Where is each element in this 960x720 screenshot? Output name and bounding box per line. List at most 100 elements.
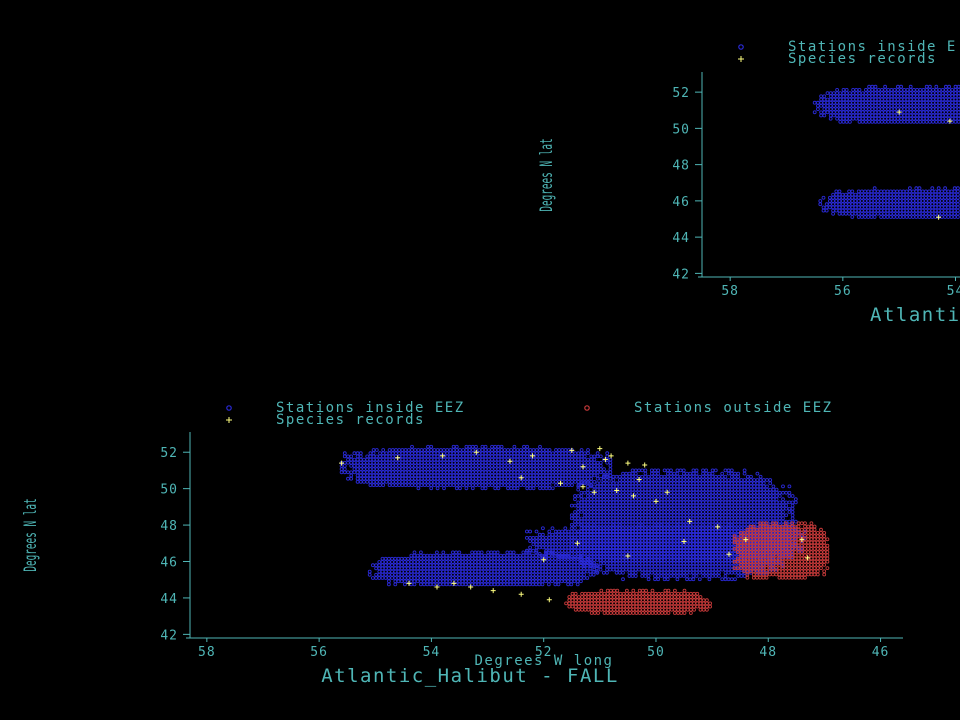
station-point <box>784 513 789 518</box>
station-point <box>483 486 488 491</box>
station-point <box>816 107 820 112</box>
station-point <box>777 494 782 498</box>
station-point <box>755 471 760 476</box>
station-point <box>579 579 583 584</box>
legend-marker-inside <box>738 44 744 50</box>
station-point <box>812 110 817 115</box>
station-point <box>386 582 391 587</box>
station-point <box>470 486 475 491</box>
station-point <box>694 574 699 578</box>
station-point <box>621 570 625 575</box>
station-point <box>793 519 798 524</box>
station-point <box>956 120 960 124</box>
chart-top-marks <box>812 84 960 220</box>
station-point <box>633 574 638 578</box>
station-point <box>393 582 398 587</box>
station-point <box>787 484 792 489</box>
station-point <box>541 526 545 531</box>
chart-top-title: Atlanti <box>870 304 960 326</box>
station-point <box>402 582 407 587</box>
station-point <box>850 215 855 219</box>
station-point <box>872 215 877 219</box>
station-point <box>547 582 551 587</box>
station-point <box>586 451 590 456</box>
station-point <box>570 483 574 487</box>
legend-label-inside: Stations inside E <box>788 39 957 55</box>
y-tick-label: 50 <box>672 122 690 137</box>
station-point <box>697 577 702 582</box>
station-point <box>540 582 545 587</box>
chart-top-ylabel: Degrees N lat <box>537 138 557 211</box>
chart-top-legend: Stations inside E Species records <box>738 39 957 67</box>
station-point <box>707 577 712 582</box>
station-point <box>416 486 421 491</box>
station-point <box>585 576 590 580</box>
station-point <box>575 582 580 587</box>
species-record-point <box>896 109 902 115</box>
species-record-point <box>947 118 953 124</box>
chart-top-axes <box>698 72 960 278</box>
station-point <box>381 483 386 487</box>
station-point <box>573 497 577 502</box>
station-point <box>367 572 372 577</box>
station-point <box>374 448 379 452</box>
series-inside-stations <box>339 444 808 587</box>
station-point <box>621 577 625 582</box>
station-point <box>591 572 596 577</box>
x-tick-label: 54 <box>947 284 960 299</box>
station-point <box>675 577 680 582</box>
station-point <box>793 500 798 505</box>
station-point <box>646 577 651 582</box>
station-point <box>534 529 539 534</box>
station-point <box>531 486 536 491</box>
station-point <box>691 577 696 582</box>
station-point <box>576 487 581 492</box>
station-point <box>550 526 555 531</box>
station-point <box>608 476 613 481</box>
station-point <box>412 582 417 587</box>
chart-bottom-marks <box>339 444 830 615</box>
station-point <box>569 582 574 587</box>
station-point <box>349 476 354 481</box>
station-point <box>556 582 561 587</box>
y-tick-label: 52 <box>672 86 690 101</box>
station-point <box>781 484 785 489</box>
legend-label-species: Species records <box>788 51 937 67</box>
station-point <box>733 577 737 582</box>
station-point <box>605 570 609 575</box>
station-point <box>713 468 718 473</box>
station-point <box>429 486 434 491</box>
station-point <box>790 494 795 498</box>
station-point <box>768 481 773 486</box>
y-tick-label: 42 <box>672 267 690 282</box>
station-point <box>717 574 721 578</box>
station-point <box>822 113 827 118</box>
x-tick-label: 56 <box>834 284 852 299</box>
station-point <box>742 574 747 578</box>
station-point <box>956 215 960 219</box>
station-point <box>458 486 462 491</box>
legend-marker-species <box>738 56 744 62</box>
y-tick-label: 44 <box>672 231 690 246</box>
station-point <box>742 471 747 476</box>
y-tick-label: 48 <box>672 159 690 174</box>
station-point <box>598 454 603 459</box>
station-point <box>592 479 597 484</box>
station-point <box>818 202 823 207</box>
station-point <box>435 486 440 491</box>
station-point <box>515 486 520 491</box>
station-point <box>598 567 603 572</box>
station-point <box>665 577 670 582</box>
station-point <box>824 208 829 213</box>
species-record-point <box>936 214 942 220</box>
station-point <box>442 486 446 491</box>
station-point <box>831 211 835 216</box>
station-point <box>496 486 501 491</box>
station-point <box>528 529 532 534</box>
station-point <box>598 476 603 481</box>
